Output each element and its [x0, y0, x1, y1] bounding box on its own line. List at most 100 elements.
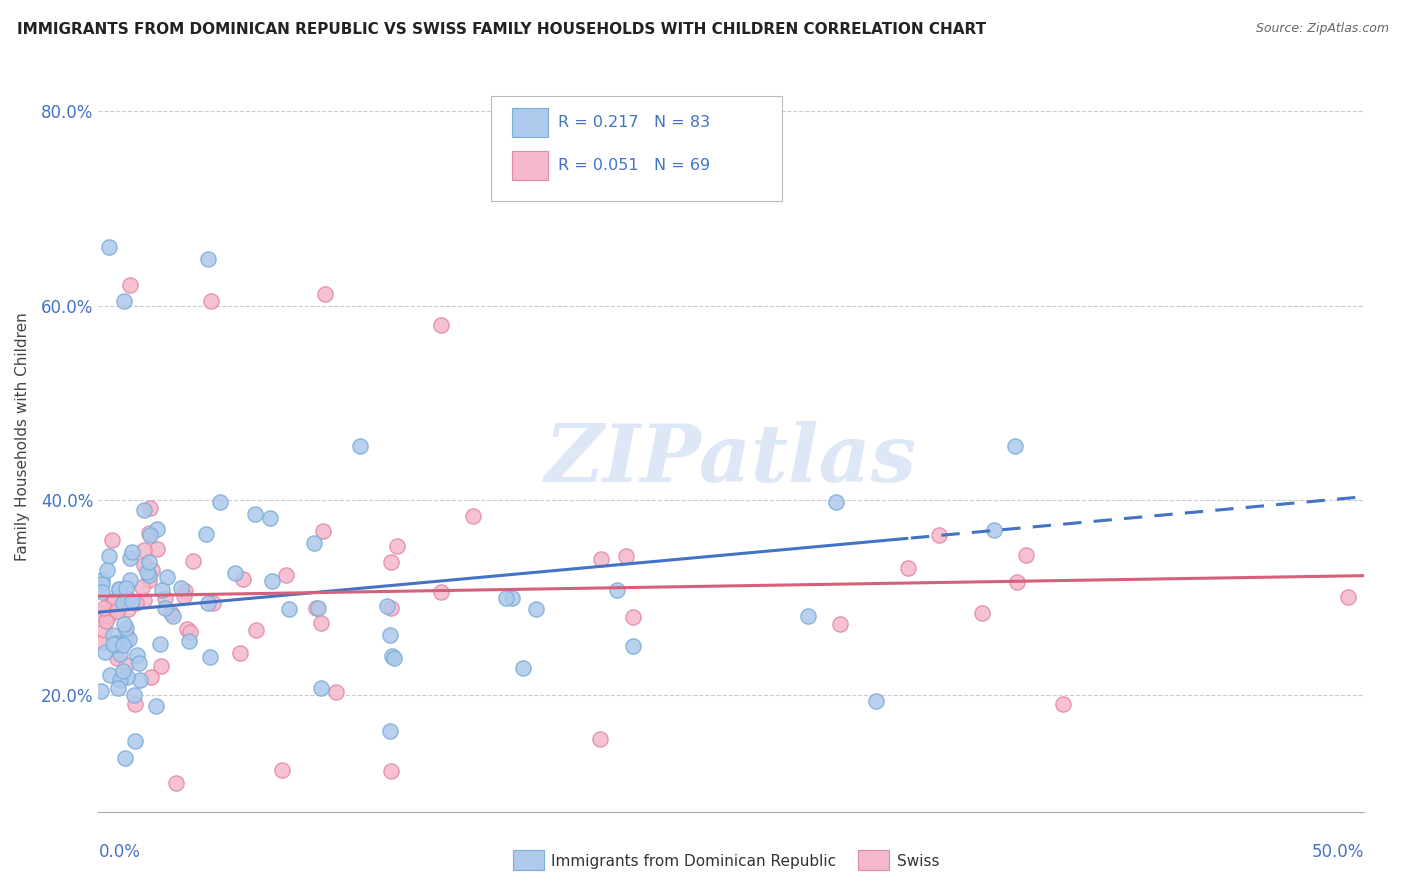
- Point: [146, 542, 169, 557]
- Point: [375, 599, 398, 614]
- Point: [797, 609, 820, 624]
- Point: [621, 639, 644, 653]
- Point: [139, 669, 162, 683]
- Point: [305, 600, 328, 615]
- Point: [141, 563, 163, 577]
- Point: [121, 544, 143, 558]
- Point: [134, 558, 156, 573]
- Point: [591, 551, 613, 566]
- Point: [245, 508, 267, 522]
- Point: [150, 659, 173, 673]
- Point: [173, 584, 195, 599]
- Text: R = 0.217   N = 83: R = 0.217 N = 83: [558, 115, 710, 130]
- Text: Immigrants from Dominican Republic: Immigrants from Dominican Republic: [551, 855, 837, 869]
- Point: [105, 651, 128, 665]
- Text: IMMIGRANTS FROM DOMINICAN REPUBLIC VS SWISS FAMILY HOUSEHOLDS WITH CHILDREN CORR: IMMIGRANTS FROM DOMINICAN REPUBLIC VS SW…: [17, 22, 986, 37]
- Point: [173, 589, 195, 603]
- Point: [138, 567, 160, 582]
- Point: [97, 607, 120, 622]
- Point: [115, 627, 138, 641]
- Point: [110, 647, 132, 661]
- Point: [129, 673, 152, 687]
- Point: [614, 549, 637, 564]
- Point: [429, 318, 451, 332]
- Point: [197, 596, 219, 610]
- Point: [380, 555, 402, 569]
- Text: Source: ZipAtlas.com: Source: ZipAtlas.com: [1256, 22, 1389, 36]
- Point: [179, 625, 201, 640]
- FancyBboxPatch shape: [491, 96, 782, 201]
- Point: [108, 582, 131, 596]
- Point: [114, 634, 136, 648]
- Point: [156, 569, 179, 583]
- Point: [259, 511, 281, 525]
- Point: [325, 685, 347, 699]
- Point: [128, 656, 150, 670]
- Text: R = 0.051   N = 69: R = 0.051 N = 69: [558, 158, 710, 173]
- Point: [309, 615, 332, 630]
- Point: [153, 601, 176, 615]
- Point: [115, 670, 138, 684]
- Point: [830, 617, 852, 632]
- Point: [93, 624, 115, 638]
- Point: [134, 503, 156, 517]
- Point: [501, 591, 523, 606]
- Text: ZIPatlas: ZIPatlas: [546, 421, 917, 499]
- Point: [179, 633, 201, 648]
- Point: [97, 240, 120, 254]
- Point: [98, 549, 121, 563]
- Point: [183, 554, 205, 568]
- Point: [201, 596, 224, 610]
- Point: [380, 628, 402, 642]
- Point: [138, 555, 160, 569]
- Point: [111, 596, 134, 610]
- Point: [108, 582, 131, 596]
- Point: [160, 606, 183, 620]
- Point: [381, 648, 404, 663]
- Point: [122, 689, 145, 703]
- Point: [101, 628, 124, 642]
- Point: [198, 650, 221, 665]
- Point: [115, 621, 138, 635]
- Point: [114, 751, 136, 765]
- Point: [101, 533, 124, 547]
- Point: [245, 623, 267, 637]
- Point: [118, 632, 141, 646]
- Point: [93, 601, 115, 615]
- Point: [118, 573, 141, 587]
- Point: [153, 591, 176, 605]
- Point: [138, 574, 160, 588]
- Point: [96, 612, 118, 626]
- Point: [139, 528, 162, 542]
- Point: [138, 501, 160, 516]
- Point: [118, 277, 141, 292]
- Point: [111, 665, 134, 679]
- Point: [195, 526, 218, 541]
- Bar: [512, 109, 547, 136]
- Point: [101, 594, 124, 608]
- Point: [96, 563, 118, 577]
- Point: [606, 583, 628, 598]
- Point: [162, 608, 184, 623]
- Point: [124, 734, 146, 748]
- Point: [112, 616, 135, 631]
- Point: [124, 697, 146, 711]
- Point: [105, 604, 128, 618]
- Point: [146, 522, 169, 536]
- Point: [165, 776, 187, 790]
- Point: [149, 637, 172, 651]
- Point: [380, 764, 402, 779]
- Text: 50.0%: 50.0%: [1312, 843, 1364, 861]
- Point: [461, 508, 484, 523]
- Point: [91, 573, 114, 587]
- Point: [96, 614, 118, 628]
- Point: [94, 645, 117, 659]
- Point: [150, 583, 173, 598]
- Y-axis label: Family Households with Children: Family Households with Children: [15, 313, 30, 561]
- Point: [103, 638, 125, 652]
- Point: [232, 572, 254, 586]
- Point: [928, 528, 950, 542]
- Point: [138, 526, 160, 541]
- Point: [132, 542, 155, 557]
- Point: [115, 581, 138, 595]
